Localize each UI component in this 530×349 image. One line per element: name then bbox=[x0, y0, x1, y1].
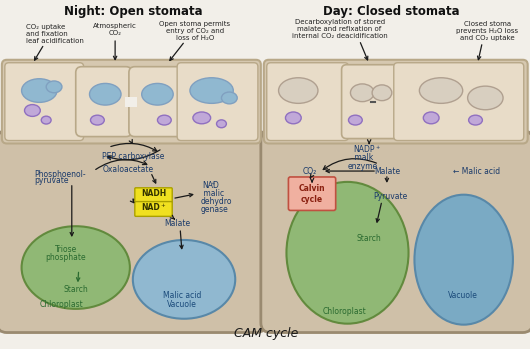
Ellipse shape bbox=[91, 115, 104, 125]
Text: Malate: Malate bbox=[374, 166, 400, 176]
Text: malk: malk bbox=[351, 153, 373, 162]
Text: +: + bbox=[160, 203, 165, 208]
FancyBboxPatch shape bbox=[394, 63, 524, 141]
Ellipse shape bbox=[190, 78, 233, 103]
Text: Night: Open stomata: Night: Open stomata bbox=[64, 5, 202, 18]
Ellipse shape bbox=[286, 182, 409, 324]
Text: internal CO₂ deacidification: internal CO₂ deacidification bbox=[292, 33, 387, 39]
Text: Starch: Starch bbox=[357, 233, 382, 243]
Text: CAM cycle: CAM cycle bbox=[234, 327, 298, 340]
Ellipse shape bbox=[41, 116, 51, 124]
FancyBboxPatch shape bbox=[267, 63, 349, 141]
FancyBboxPatch shape bbox=[129, 67, 185, 136]
Text: entry of CO₂ and: entry of CO₂ and bbox=[166, 28, 224, 34]
Text: Oxaloacetate: Oxaloacetate bbox=[102, 165, 154, 173]
Ellipse shape bbox=[467, 86, 503, 110]
Ellipse shape bbox=[24, 105, 40, 117]
Ellipse shape bbox=[469, 115, 482, 125]
Text: Atmospheric: Atmospheric bbox=[93, 23, 137, 29]
Ellipse shape bbox=[419, 78, 463, 103]
Ellipse shape bbox=[90, 83, 121, 105]
Text: PEP carboxylase: PEP carboxylase bbox=[102, 152, 164, 161]
Text: NAD: NAD bbox=[202, 181, 219, 190]
Text: malate and refixation of: malate and refixation of bbox=[297, 26, 382, 32]
Text: Open stoma permits: Open stoma permits bbox=[160, 21, 231, 27]
Text: Decarboxylation of stored: Decarboxylation of stored bbox=[295, 20, 385, 25]
Text: Chloroplast: Chloroplast bbox=[40, 300, 84, 310]
FancyBboxPatch shape bbox=[76, 67, 132, 136]
Ellipse shape bbox=[279, 78, 318, 103]
Ellipse shape bbox=[414, 195, 513, 325]
Ellipse shape bbox=[157, 115, 171, 125]
Text: enzyme: enzyme bbox=[347, 162, 377, 171]
Text: dehydro: dehydro bbox=[201, 197, 232, 206]
FancyBboxPatch shape bbox=[261, 131, 530, 333]
Text: prevents H₂O loss: prevents H₂O loss bbox=[456, 28, 518, 34]
FancyBboxPatch shape bbox=[135, 202, 172, 216]
Text: Phosphoenol-: Phosphoenol- bbox=[34, 170, 86, 178]
FancyBboxPatch shape bbox=[2, 60, 261, 143]
Ellipse shape bbox=[142, 83, 173, 105]
FancyBboxPatch shape bbox=[342, 65, 399, 139]
FancyBboxPatch shape bbox=[135, 188, 172, 202]
Text: phosphate: phosphate bbox=[46, 253, 86, 262]
Text: +: + bbox=[375, 145, 379, 150]
Ellipse shape bbox=[22, 226, 130, 309]
Text: Malic acid: Malic acid bbox=[163, 291, 201, 300]
Ellipse shape bbox=[372, 85, 392, 101]
Text: +: + bbox=[210, 181, 215, 186]
Text: cycle: cycle bbox=[301, 195, 323, 204]
Text: Pyruvate: Pyruvate bbox=[374, 192, 408, 201]
FancyBboxPatch shape bbox=[5, 63, 84, 141]
Text: CO₂ uptake: CO₂ uptake bbox=[26, 24, 66, 30]
Text: Vacuole: Vacuole bbox=[167, 300, 197, 310]
Ellipse shape bbox=[133, 240, 235, 319]
Ellipse shape bbox=[193, 112, 210, 124]
Text: and fixation: and fixation bbox=[26, 31, 68, 37]
Text: Day: Closed stomata: Day: Closed stomata bbox=[323, 5, 460, 18]
Text: loss of H₂O: loss of H₂O bbox=[176, 35, 214, 41]
Text: genase: genase bbox=[201, 205, 228, 214]
Ellipse shape bbox=[349, 115, 363, 125]
Text: Starch: Starch bbox=[64, 285, 88, 294]
Ellipse shape bbox=[22, 79, 57, 102]
Text: Malate: Malate bbox=[164, 219, 190, 228]
FancyBboxPatch shape bbox=[264, 60, 528, 143]
Text: NAD: NAD bbox=[141, 203, 160, 212]
Text: NADH: NADH bbox=[141, 189, 166, 198]
Text: NADP: NADP bbox=[354, 145, 375, 154]
Text: and CO₂ uptake: and CO₂ uptake bbox=[460, 35, 515, 41]
Text: CO₂: CO₂ bbox=[109, 30, 121, 36]
Text: malic: malic bbox=[201, 189, 224, 198]
Bar bbox=[125, 97, 137, 107]
Ellipse shape bbox=[350, 84, 374, 102]
FancyBboxPatch shape bbox=[0, 131, 266, 333]
Ellipse shape bbox=[46, 81, 62, 93]
Ellipse shape bbox=[286, 112, 301, 124]
Text: CO₂: CO₂ bbox=[303, 166, 317, 176]
Text: ← Malic acid: ← Malic acid bbox=[453, 166, 500, 176]
Text: leaf acidification: leaf acidification bbox=[26, 38, 84, 44]
Ellipse shape bbox=[217, 120, 226, 128]
Ellipse shape bbox=[222, 92, 237, 104]
Text: pyruvate: pyruvate bbox=[34, 176, 69, 185]
Text: Calvin: Calvin bbox=[299, 184, 325, 193]
Text: Vacuole: Vacuole bbox=[448, 291, 478, 300]
Ellipse shape bbox=[423, 112, 439, 124]
FancyBboxPatch shape bbox=[177, 63, 258, 141]
Text: Closed stoma: Closed stoma bbox=[464, 21, 511, 27]
FancyBboxPatch shape bbox=[288, 177, 335, 210]
Text: Triose: Triose bbox=[55, 245, 77, 254]
Text: Chloroplast: Chloroplast bbox=[323, 307, 366, 316]
